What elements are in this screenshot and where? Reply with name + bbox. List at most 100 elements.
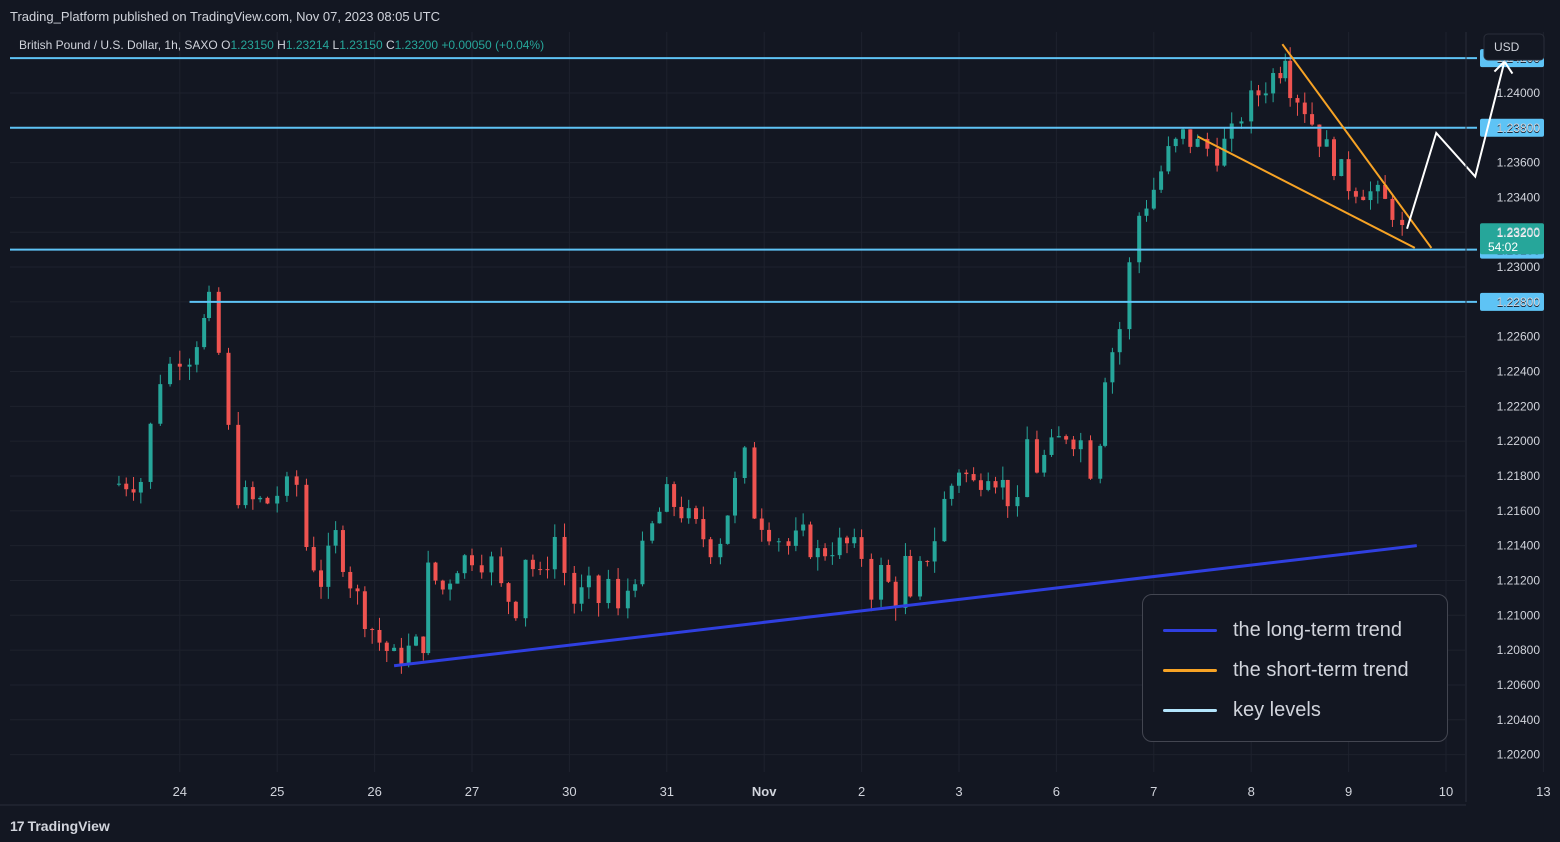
candle-body — [168, 363, 173, 385]
price-tick-label: 1.21200 — [1497, 573, 1541, 587]
candle-body — [275, 495, 280, 504]
candle-body — [1215, 148, 1220, 166]
candle-body — [1181, 129, 1186, 139]
candle-body — [377, 629, 382, 643]
key-level-price-tag — [1480, 118, 1544, 137]
price-tick-label: 1.23000 — [1497, 260, 1541, 274]
candle-body — [694, 508, 699, 520]
time-tick-label: 26 — [367, 784, 381, 799]
candle-body — [413, 636, 418, 646]
candle-body — [1005, 479, 1010, 507]
candle-body — [1256, 90, 1261, 96]
candle-body — [776, 541, 781, 543]
candle-body — [489, 556, 494, 573]
price-chart[interactable]: 1.242001.238001.231001.228001.2320054:02… — [0, 32, 1560, 810]
candle-body — [226, 352, 231, 425]
candle-body — [513, 601, 518, 619]
chart-area[interactable]: 1.242001.238001.231001.228001.2320054:02… — [0, 32, 1560, 810]
candle-body — [1278, 73, 1283, 79]
candle-body — [1103, 382, 1108, 446]
price-tick-label: 1.20400 — [1497, 713, 1541, 727]
candle-body — [1283, 60, 1288, 79]
legend-item-long-term: the long-term trend — [1163, 618, 1402, 642]
candle-body — [1127, 262, 1132, 330]
candle-body — [1229, 123, 1234, 139]
candle-body — [1056, 436, 1061, 438]
candle-body — [1159, 171, 1164, 190]
candle-body — [808, 524, 813, 558]
candle-body — [355, 588, 360, 592]
candle-layer — [116, 47, 1405, 674]
candle-body — [545, 569, 550, 571]
candle-body — [202, 317, 207, 348]
time-tick-label: 6 — [1053, 784, 1060, 799]
candle-body — [1263, 93, 1268, 96]
candle-body — [158, 384, 163, 424]
candle-body — [1049, 437, 1054, 455]
candle-body — [392, 647, 397, 651]
candle-body — [448, 583, 453, 590]
key-level-swatch — [1163, 708, 1217, 712]
candle-body — [869, 558, 874, 600]
candle-body — [1353, 191, 1358, 197]
candle-body — [1339, 159, 1344, 177]
candle-body — [562, 536, 567, 573]
candle-body — [1205, 138, 1210, 149]
price-tick-label: 1.22400 — [1497, 365, 1541, 379]
candle-body — [479, 565, 484, 573]
candle-body — [1110, 352, 1115, 383]
candle-body — [1137, 215, 1142, 263]
candle-body — [1195, 138, 1200, 147]
currency-button — [1483, 33, 1545, 61]
candle-body — [949, 485, 954, 499]
projection-arrow-head — [1493, 60, 1514, 75]
legend-label-short-term: the short-term trend — [1233, 658, 1409, 681]
tradingview-logo[interactable]: 17 TradingView — [10, 818, 110, 834]
candle-body — [964, 472, 969, 475]
candle-body — [732, 477, 737, 516]
projection-path — [1406, 61, 1506, 230]
time-tick-label: 25 — [270, 784, 284, 799]
candle-body — [718, 543, 723, 558]
legend-label-long-term: the long-term trend — [1233, 618, 1402, 641]
candle-body — [552, 536, 557, 570]
candle-body — [844, 537, 849, 544]
bar-countdown-label: 54:02 — [1488, 240, 1518, 254]
candle-body — [506, 583, 511, 602]
candle-body — [470, 555, 474, 566]
candle-body — [1249, 90, 1254, 122]
top-bar: Trading_Platform published on TradingVie… — [0, 0, 1560, 32]
price-tick-label: 1.23600 — [1497, 156, 1541, 170]
candle-body — [243, 487, 248, 506]
price-tick-label: 1.22600 — [1497, 330, 1541, 344]
candle-body — [1015, 497, 1020, 507]
legend-item-short-term: the short-term trend — [1163, 658, 1409, 682]
candle-body — [942, 498, 947, 542]
candle-body — [455, 573, 460, 584]
candle-body — [1034, 439, 1039, 473]
candle-body — [1071, 439, 1076, 450]
candle-body — [633, 584, 638, 591]
time-tick-label: 24 — [173, 784, 187, 799]
candle-body — [859, 537, 864, 559]
candle-body — [187, 364, 192, 367]
candle-body — [767, 529, 772, 542]
candle-body — [1144, 208, 1149, 216]
candle-body — [384, 642, 389, 651]
time-tick-label: 8 — [1248, 784, 1255, 799]
candle-body — [250, 487, 255, 500]
candle-body — [421, 636, 426, 654]
candle-body — [823, 548, 828, 557]
candle-body — [399, 647, 404, 665]
candle-body — [1383, 184, 1388, 199]
candle-body — [606, 578, 611, 604]
candle-body — [1317, 124, 1322, 147]
candle-body — [1288, 60, 1293, 99]
price-tick-label: 1.20600 — [1497, 678, 1541, 692]
candle-body — [903, 555, 908, 608]
symbol-header-layer: British Pound / U.S. Dollar, 1h, SAXO O1… — [19, 33, 1545, 61]
candle-body — [616, 578, 621, 609]
candle-body — [1222, 138, 1227, 166]
time-tick-label: 7 — [1150, 784, 1157, 799]
candle-body — [672, 484, 677, 507]
